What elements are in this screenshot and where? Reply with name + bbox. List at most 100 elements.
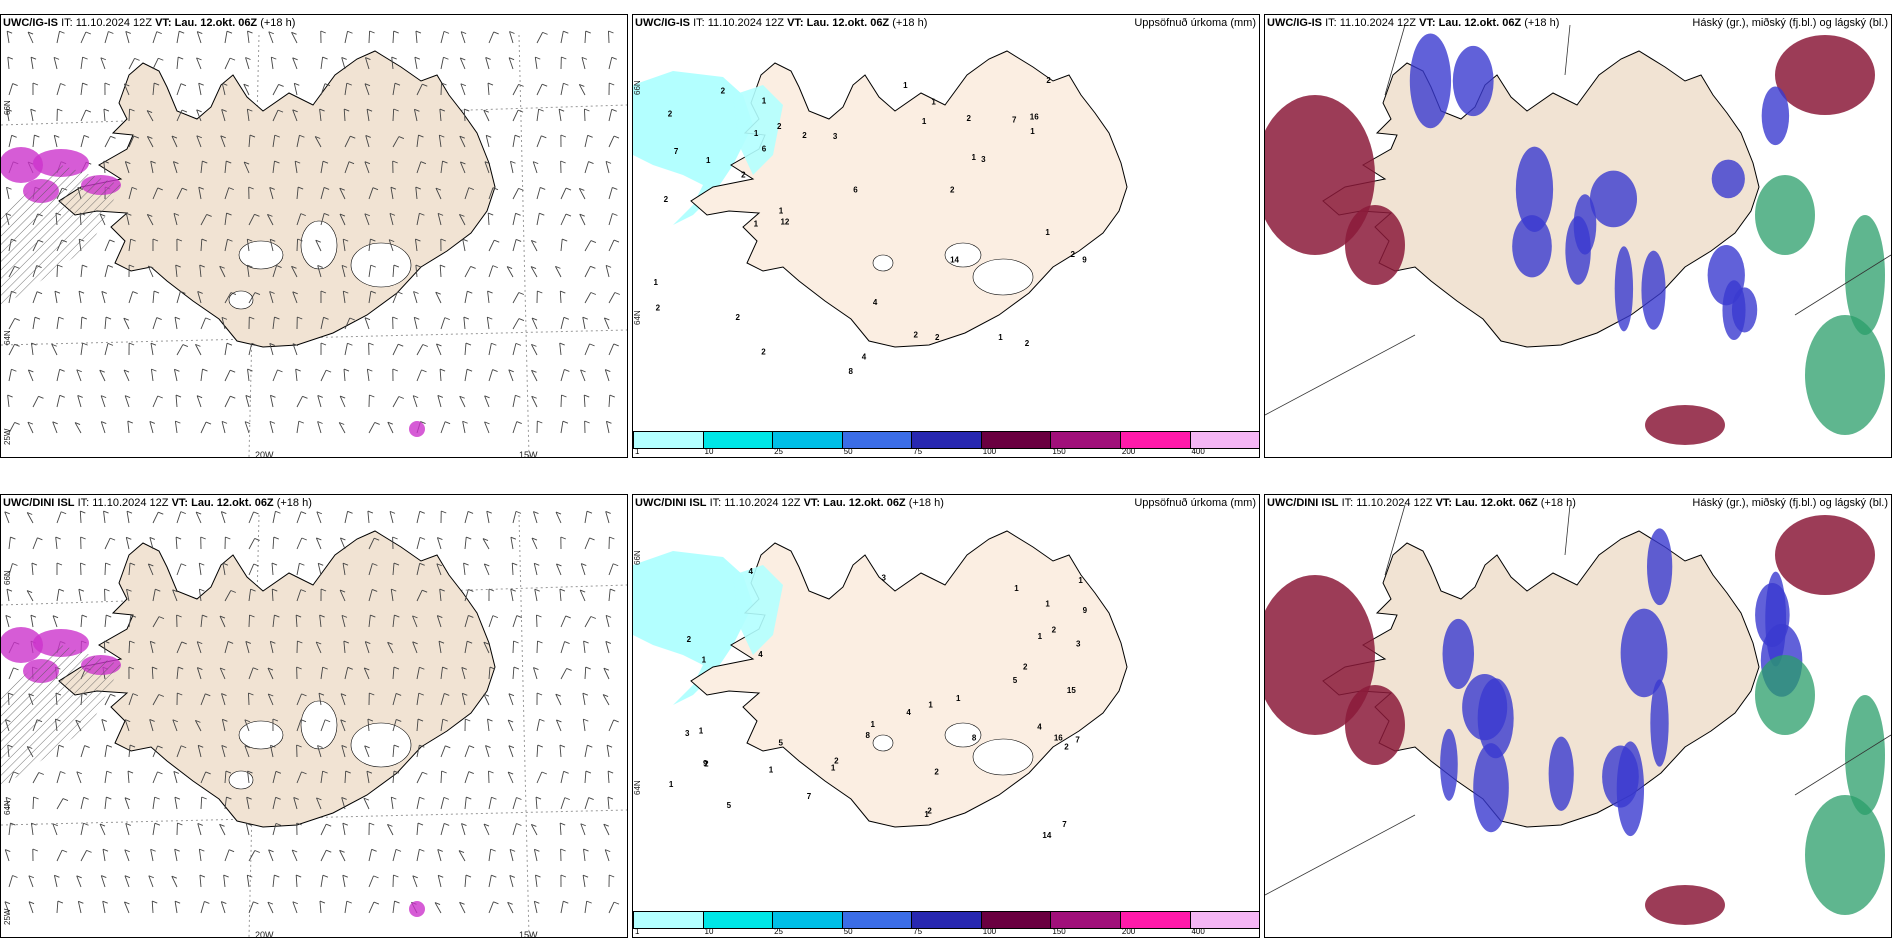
wind-barb <box>340 693 346 706</box>
wind-barb <box>224 161 227 174</box>
wind-barb-flag <box>586 510 593 514</box>
wind-barb <box>100 57 106 70</box>
wind-barb-flag <box>197 667 203 670</box>
wind-barb <box>149 719 154 732</box>
wind-barb-flag <box>10 822 16 826</box>
wind-barb <box>439 369 442 382</box>
wind-barb-flag <box>539 212 545 216</box>
mid-cloud <box>1641 250 1666 330</box>
wind-barb-flag <box>129 744 136 748</box>
wind-barb-flag <box>156 317 162 321</box>
wind-barb <box>535 875 538 888</box>
wind-barb <box>172 161 178 174</box>
wind-barb <box>458 850 466 862</box>
wind-barb-flag <box>342 874 348 878</box>
wind-barb-flag <box>123 317 129 321</box>
wind-barb-flag <box>365 57 371 60</box>
wind-barb <box>56 589 60 602</box>
wind-barb-flag <box>78 900 84 904</box>
wind-barb-flag <box>59 368 65 372</box>
wind-barb-flag <box>225 770 232 774</box>
wind-barb-flag <box>443 796 450 800</box>
wind-barb <box>440 31 445 44</box>
wind-barb-flag <box>441 510 447 514</box>
panel-header: UWC/DINI ISL IT: 11.10.2024 12Z VT: Lau.… <box>635 497 944 509</box>
wind-barb <box>174 901 178 914</box>
precip-value: 2 <box>966 114 971 123</box>
wind-barb-flag <box>560 290 566 294</box>
wind-barb-flag <box>605 160 612 164</box>
precip-value: 2 <box>1071 250 1076 259</box>
wind-barb <box>267 901 274 914</box>
wind-barb-flag <box>555 265 561 269</box>
wind-barb-flag <box>11 134 17 138</box>
wind-barb <box>606 421 610 434</box>
wind-barb-flag <box>26 590 33 593</box>
wind-map <box>1 30 627 457</box>
wind-barb-flag <box>565 187 572 191</box>
wind-barb <box>412 615 418 628</box>
wind-barb-flag <box>77 395 83 398</box>
wind-barb <box>292 109 298 122</box>
wind-barb <box>56 798 64 810</box>
wind-barb <box>534 57 538 70</box>
boundary-line <box>1265 334 1416 416</box>
wind-barb-flag <box>107 342 114 346</box>
wind-barb-flag <box>420 161 427 165</box>
wind-barb <box>128 640 131 654</box>
wind-barb <box>198 563 202 576</box>
wind-barb-flag <box>155 588 161 592</box>
precip-value: 1 <box>1038 632 1043 641</box>
wind-barb <box>248 614 250 628</box>
mid-cloud <box>1565 216 1591 285</box>
wind-barb-flag <box>129 562 136 566</box>
wind-barb <box>172 589 178 602</box>
wind-barb-flag <box>130 238 136 242</box>
mid-cloud <box>1646 528 1673 606</box>
wind-barb-flag <box>275 770 282 774</box>
wind-barb-flag <box>226 160 232 164</box>
wind-barb <box>584 108 586 122</box>
wind-barb <box>366 369 370 382</box>
wind-barb-flag <box>343 368 350 372</box>
wind-barb-flag <box>226 342 233 346</box>
precip-value: 2 <box>935 333 940 342</box>
precip-value: 1 <box>754 129 759 138</box>
wind-barb <box>4 511 10 524</box>
precip-value: 2 <box>741 171 746 180</box>
glacier <box>238 240 284 270</box>
wind-barb-flag <box>346 82 352 86</box>
wind-barb-flag <box>110 693 116 697</box>
wind-barb-flag <box>318 562 324 566</box>
wind-barb <box>512 797 517 810</box>
wind-barb-flag <box>443 30 450 34</box>
wind-barb <box>439 589 442 602</box>
wind-barb <box>221 693 226 706</box>
wind-barb <box>580 563 586 576</box>
wind-barb <box>464 797 467 810</box>
wind-barb-flag <box>512 562 518 566</box>
precip-value: 7 <box>674 147 679 156</box>
wind-barb-flag <box>83 822 89 826</box>
wind-barb-flag <box>363 797 370 801</box>
wind-barb <box>584 161 589 174</box>
mid-cloud <box>1512 215 1552 278</box>
wind-barb-flag <box>422 83 428 87</box>
wind-barb-flag <box>339 422 345 425</box>
wind-barb <box>245 57 250 70</box>
wind-barb-flag <box>178 30 185 34</box>
wind-barb-flag <box>76 771 82 775</box>
wind-barb-flag <box>103 160 109 164</box>
field-title: Uppsöfnuð úrkoma (mm) <box>1134 17 1256 29</box>
wind-barb-flag <box>445 745 451 749</box>
wind-barb-flag <box>609 536 615 540</box>
wind-barb-flag <box>368 342 374 346</box>
precip-area <box>733 565 783 655</box>
wind-barb-flag <box>564 797 570 801</box>
wind-barb-flag <box>605 614 612 618</box>
precip-value: 1 <box>956 694 961 703</box>
wind-barb-flag <box>34 316 41 320</box>
wind-barb-flag <box>149 719 155 722</box>
wind-barb-flag <box>149 536 156 540</box>
wind-barb-flag <box>229 369 236 373</box>
